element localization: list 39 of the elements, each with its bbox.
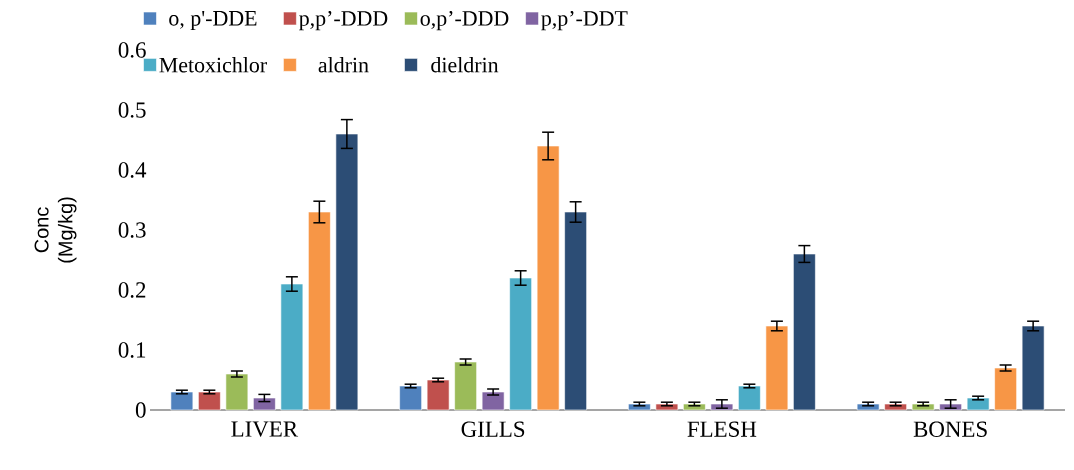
bar <box>564 211 587 411</box>
bar <box>198 391 221 411</box>
legend-label: aldrin <box>318 57 369 73</box>
legend-label: p,p’-DDT <box>541 10 628 31</box>
bar <box>399 385 422 411</box>
y-tick-label: 0.1 <box>118 342 146 358</box>
legend-label: o,p’-DDD <box>420 10 509 31</box>
bar <box>454 361 477 411</box>
bar <box>280 283 304 411</box>
y-tick-label: 0 <box>135 402 146 418</box>
legend-label: o, p'-DDE <box>169 11 257 31</box>
bar <box>738 385 761 411</box>
x-tick-label: BONES <box>913 421 987 437</box>
bar <box>536 145 560 411</box>
bar <box>966 397 990 411</box>
bar <box>335 133 359 411</box>
bar <box>308 211 331 411</box>
bar <box>481 391 505 411</box>
bar <box>994 367 1017 411</box>
bar <box>509 277 532 411</box>
bar <box>225 373 249 411</box>
y-tick-label: 0.2 <box>118 282 146 298</box>
y-axis-title: Conc (Mg/kg) <box>34 197 77 263</box>
y-tick-label: 0.5 <box>118 102 146 118</box>
bar <box>426 379 450 411</box>
bar <box>765 325 789 411</box>
legend-label: p,p’-DDD <box>299 10 388 31</box>
legend-label: dieldrin <box>431 57 499 73</box>
y-tick-label: 0.6 <box>118 42 146 58</box>
x-tick-label: FLESH <box>687 421 757 437</box>
bar <box>253 397 276 411</box>
bar <box>1021 325 1045 411</box>
y-tick-label: 0.3 <box>118 222 146 238</box>
legend-label: Metoxichlor <box>159 57 267 73</box>
x-tick-label: LIVER <box>231 421 299 437</box>
bar <box>170 391 194 411</box>
x-tick-label: GILLS <box>461 421 525 437</box>
y-tick-label: 0.4 <box>118 162 147 178</box>
bar <box>793 253 816 411</box>
